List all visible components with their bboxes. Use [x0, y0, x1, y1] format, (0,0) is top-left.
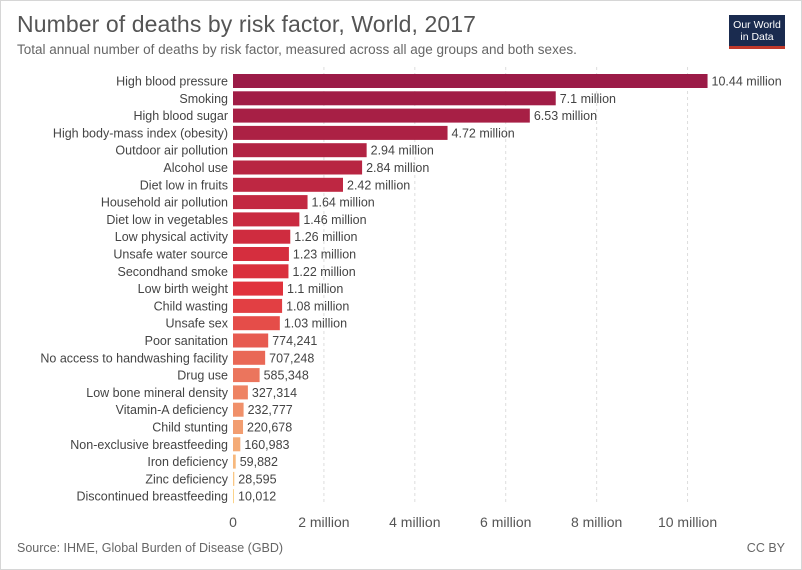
- value-label: 1.08 million: [286, 299, 349, 313]
- bar: [233, 454, 236, 469]
- value-label: 1.23 million: [293, 248, 356, 262]
- bar: [233, 229, 291, 244]
- value-label: 4.72 million: [452, 126, 515, 140]
- bar: [233, 143, 367, 158]
- category-label: Child stunting: [152, 421, 228, 435]
- category-label: Household air pollution: [101, 196, 228, 210]
- x-tick-label: 0: [229, 514, 237, 530]
- value-label: 6.53 million: [534, 109, 597, 123]
- category-label: Unsafe sex: [165, 317, 228, 331]
- value-label: 1.64 million: [312, 196, 375, 210]
- category-label: Zinc deficiency: [145, 472, 228, 486]
- value-label: 2.42 million: [347, 178, 410, 192]
- value-label: 2.94 million: [371, 144, 434, 158]
- category-label: Child wasting: [154, 299, 228, 313]
- owid-logo[interactable]: Our World in Data: [729, 15, 785, 49]
- source-note[interactable]: Source: IHME, Global Burden of Disease (…: [17, 541, 284, 555]
- value-label: 1.46 million: [303, 213, 366, 227]
- value-label: 707,248: [269, 351, 314, 365]
- x-tick-label: 2 million: [298, 514, 349, 530]
- category-label: High blood pressure: [116, 75, 228, 89]
- bar: [233, 333, 269, 348]
- bar: [233, 91, 556, 106]
- value-label: 1.26 million: [294, 230, 357, 244]
- category-label: Non-exclusive breastfeeding: [70, 438, 228, 452]
- x-tick-label: 8 million: [571, 514, 622, 530]
- category-label: Discontinued breastfeeding: [77, 490, 229, 504]
- bar: [233, 420, 244, 434]
- category-label: Low physical activity: [115, 230, 229, 244]
- value-label: 232,777: [248, 403, 293, 417]
- x-tick-label: 10 million: [658, 514, 717, 530]
- category-label: Alcohol use: [163, 161, 228, 175]
- value-label: 160,983: [244, 438, 289, 452]
- bar: [233, 368, 260, 383]
- value-label: 1.1 million: [287, 282, 343, 296]
- category-label: High body-mass index (obesity): [53, 126, 228, 140]
- value-label: 10,012: [238, 490, 276, 504]
- bar: [233, 74, 708, 88]
- bar: [233, 125, 448, 140]
- value-label: 220,678: [247, 421, 292, 435]
- category-label: Low bone mineral density: [86, 386, 228, 400]
- logo-line-2: in Data: [740, 31, 774, 43]
- bar: [233, 160, 363, 175]
- bar: [233, 471, 235, 486]
- bar: [233, 108, 530, 123]
- bar: [233, 489, 234, 504]
- bar: [233, 247, 289, 261]
- bar: [233, 316, 280, 331]
- bar: [233, 385, 248, 400]
- category-label: High blood sugar: [133, 109, 228, 123]
- category-label: Outdoor air pollution: [115, 144, 228, 158]
- value-label: 7.1 million: [560, 92, 616, 106]
- logo-line-1: Our World: [733, 19, 781, 31]
- x-tick-label: 4 million: [389, 514, 440, 530]
- x-tick-label: 6 million: [480, 514, 531, 530]
- value-label: 28,595: [238, 472, 276, 486]
- category-label: Poor sanitation: [145, 334, 228, 348]
- bar: [233, 350, 266, 365]
- category-label: Secondhand smoke: [118, 265, 229, 279]
- category-label: Vitamin-A deficiency: [116, 403, 229, 417]
- bar: [233, 437, 241, 452]
- bar: [233, 402, 244, 417]
- chart-title: Number of deaths by risk factor, World, …: [17, 11, 477, 37]
- bar: [233, 281, 283, 296]
- bar: [233, 298, 283, 313]
- value-label: 10.44 million: [712, 75, 782, 89]
- category-label: Drug use: [177, 369, 228, 383]
- bar: [233, 195, 308, 210]
- category-label: Diet low in vegetables: [106, 213, 228, 227]
- bar-chart: High blood pressure 10.44 million Smoking 7…: [40, 67, 782, 530]
- value-label: 585,348: [264, 369, 309, 383]
- bar: [233, 177, 343, 192]
- value-label: 774,241: [272, 334, 317, 348]
- value-label: 59,882: [240, 455, 278, 469]
- value-label: 2.84 million: [366, 161, 429, 175]
- chart-subtitle: Total annual number of deaths by risk fa…: [17, 42, 577, 57]
- value-label: 1.22 million: [292, 265, 355, 279]
- value-label: 327,314: [252, 386, 297, 400]
- bar: [233, 264, 289, 279]
- category-label: Diet low in fruits: [140, 178, 228, 192]
- license-link[interactable]: CC BY: [746, 541, 785, 555]
- value-label: 1.03 million: [284, 317, 347, 331]
- category-label: Low birth weight: [138, 282, 229, 296]
- category-label: Unsafe water source: [113, 248, 228, 262]
- category-label: Iron deficiency: [147, 455, 228, 469]
- category-label: Smoking: [179, 92, 228, 106]
- bar: [233, 212, 300, 227]
- category-label: No access to handwashing facility: [40, 351, 228, 365]
